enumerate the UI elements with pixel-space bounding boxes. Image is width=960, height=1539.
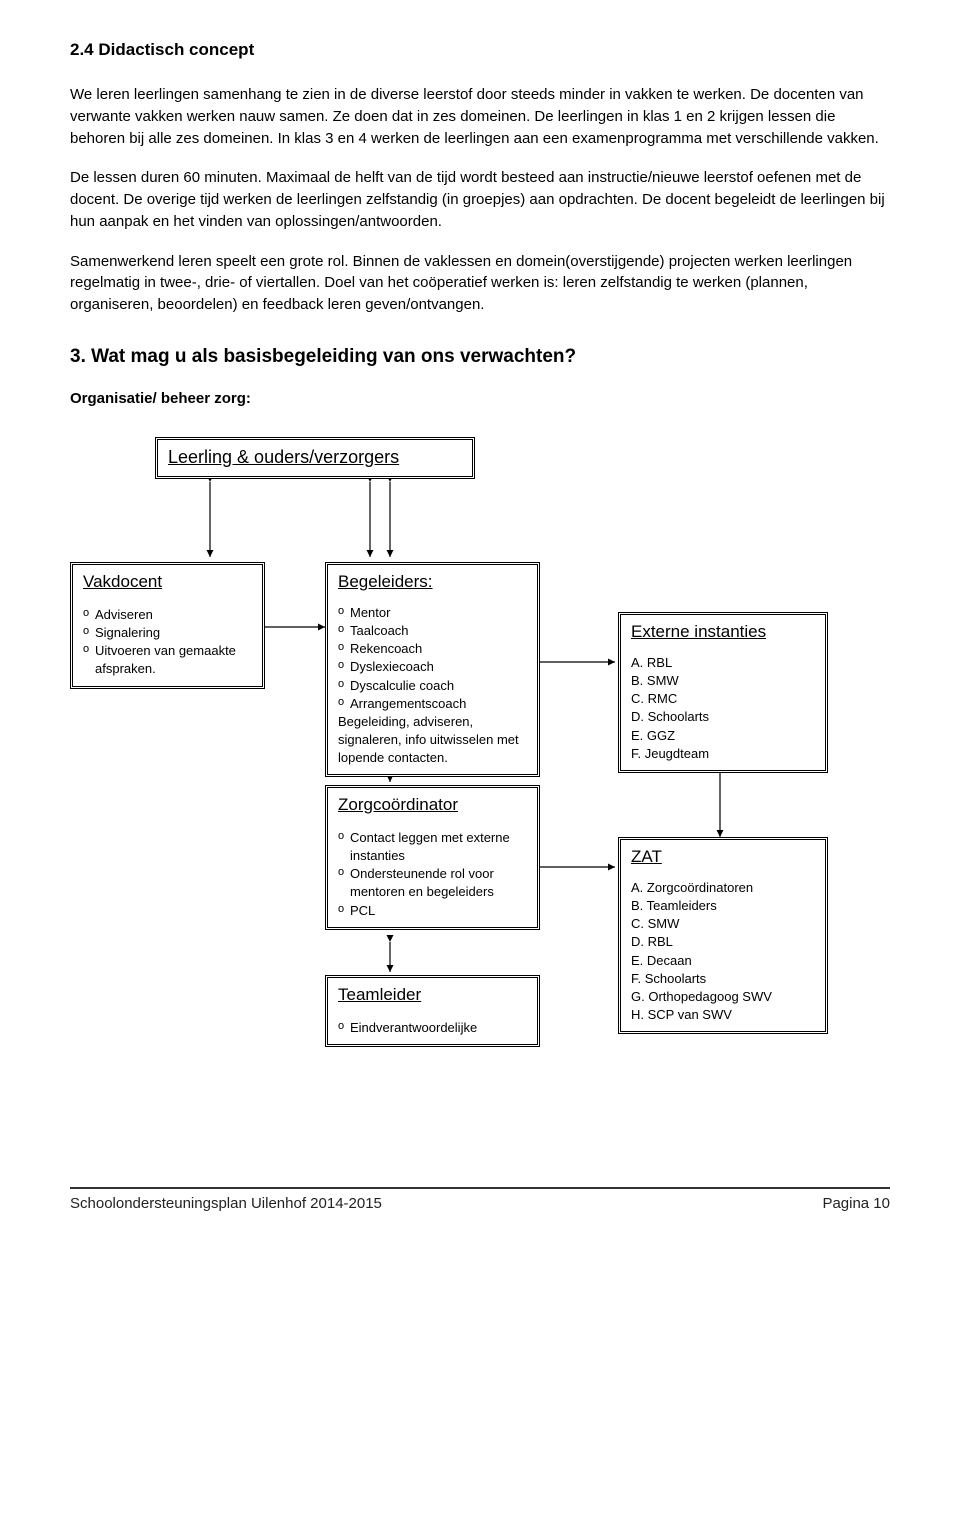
box-vakdocent: Vakdocent Adviseren Signalering Uitvoere…	[70, 562, 265, 689]
footer-right: Pagina 10	[822, 1195, 890, 1212]
zat-item: H. SCP van SWV	[631, 1006, 815, 1024]
box-teamleider: Teamleider Eindverantwoordelijke	[325, 975, 540, 1047]
org-diagram: Leerling & ouders/verzorgers Vakdocent A…	[70, 437, 890, 1137]
footer-left: Schoolondersteuningsplan Uilenhof 2014-2…	[70, 1195, 382, 1212]
externe-item: A. RBL	[631, 654, 815, 672]
zat-item: A. Zorgcoördinatoren	[631, 879, 815, 897]
begeleiders-item: Dyslexiecoach	[350, 658, 527, 676]
zat-item: G. Orthopedagoog SWV	[631, 988, 815, 1006]
begeleiders-item: Dyscalculie coach	[350, 677, 527, 695]
section-heading: 2.4 Didactisch concept	[70, 40, 890, 60]
externe-item: D. Schoolarts	[631, 708, 815, 726]
zorg-item: Contact leggen met externe instanties	[350, 829, 527, 865]
vakdocent-title: Vakdocent	[83, 572, 252, 592]
zat-item: F. Schoolarts	[631, 970, 815, 988]
box-leerling: Leerling & ouders/verzorgers	[155, 437, 475, 479]
box-begeleiders: Begeleiders: Mentor Taalcoach Rekencoach…	[325, 562, 540, 778]
paragraph-3: Samenwerkend leren speelt een grote rol.…	[70, 251, 890, 316]
zat-item: D. RBL	[631, 933, 815, 951]
zat-item: E. Decaan	[631, 952, 815, 970]
zorg-item: PCL	[350, 902, 527, 920]
externe-item: F. Jeugdteam	[631, 745, 815, 763]
begeleiders-extra: Begeleiding, adviseren, signaleren, info…	[338, 713, 527, 768]
paragraph-2: De lessen duren 60 minuten. Maximaal de …	[70, 167, 890, 232]
externe-item: B. SMW	[631, 672, 815, 690]
teamleider-title: Teamleider	[338, 985, 527, 1005]
box-zorg: Zorgcoördinator Contact leggen met exter…	[325, 785, 540, 930]
zorg-title: Zorgcoördinator	[338, 795, 527, 815]
zat-title: ZAT	[631, 847, 815, 867]
zat-item: B. Teamleiders	[631, 897, 815, 915]
begeleiders-title: Begeleiders:	[338, 572, 527, 592]
page-footer: Schoolondersteuningsplan Uilenhof 2014-2…	[70, 1187, 890, 1212]
begeleiders-item: Taalcoach	[350, 622, 527, 640]
box-externe: Externe instanties A. RBL B. SMW C. RMC …	[618, 612, 828, 773]
vakdocent-item: Adviseren	[95, 606, 252, 624]
teamleider-item: Eindverantwoordelijke	[350, 1019, 527, 1037]
externe-item: E. GGZ	[631, 727, 815, 745]
externe-title: Externe instanties	[631, 622, 815, 642]
begeleiders-item: Mentor	[350, 604, 527, 622]
subheading: Organisatie/ beheer zorg:	[70, 390, 890, 407]
zorg-item: Ondersteunende rol voor mentoren en bege…	[350, 865, 527, 901]
paragraph-1: We leren leerlingen samenhang te zien in…	[70, 84, 890, 149]
box-leerling-title: Leerling & ouders/verzorgers	[168, 447, 399, 468]
externe-item: C. RMC	[631, 690, 815, 708]
box-zat: ZAT A. Zorgcoördinatoren B. Teamleiders …	[618, 837, 828, 1035]
section-3-heading: 3. Wat mag u als basisbegeleiding van on…	[70, 346, 890, 368]
begeleiders-item: Rekencoach	[350, 640, 527, 658]
zat-item: C. SMW	[631, 915, 815, 933]
vakdocent-item: Uitvoeren van gemaakte afspraken.	[95, 642, 252, 678]
begeleiders-item: Arrangementscoach	[350, 695, 527, 713]
vakdocent-item: Signalering	[95, 624, 252, 642]
